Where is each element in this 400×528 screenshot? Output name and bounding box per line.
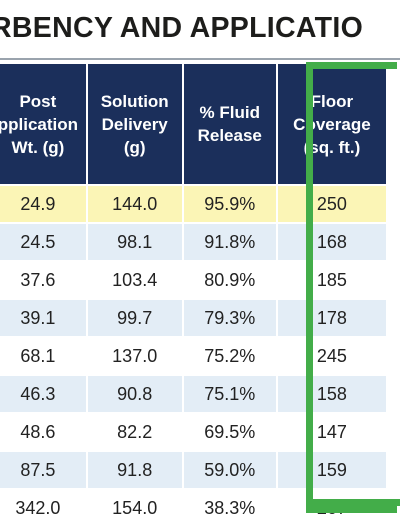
cell-post-application-wt: 48.6 xyxy=(0,414,86,450)
header-line: Post xyxy=(19,91,57,111)
header-fluid-release: % Fluid Release xyxy=(183,64,276,184)
cell-post-application-wt: 24.5 xyxy=(0,224,86,260)
cell-floor-coverage: 245 xyxy=(277,338,386,374)
cell-fluid-release: 91.8% xyxy=(183,224,276,260)
header-line: (g) xyxy=(123,137,146,157)
table-row: 46.3 90.8 75.1% 158 xyxy=(0,376,386,412)
cell-solution-delivery: 137.0 xyxy=(87,338,182,374)
cell-fluid-release: 79.3% xyxy=(183,300,276,336)
header-line: pplication xyxy=(0,114,79,134)
cell-solution-delivery: 154.0 xyxy=(87,490,182,526)
cell-post-application-wt: 342.0 xyxy=(0,490,86,526)
table-row: 24.9 144.0 95.9% 250 xyxy=(0,186,386,222)
cell-floor-coverage: 147 xyxy=(277,414,386,450)
header-line: Release xyxy=(197,126,262,145)
cell-post-application-wt: 87.5 xyxy=(0,452,86,488)
cell-floor-coverage: 185 xyxy=(277,262,386,298)
cell-fluid-release: 75.1% xyxy=(183,376,276,412)
header-line: (sq. ft.) xyxy=(303,137,361,157)
cell-floor-coverage: 178 xyxy=(277,300,386,336)
title-bar: RBENCY AND APPLICATIO xyxy=(0,0,400,60)
header-row: Post pplication Wt. (g) Solution Deliver… xyxy=(0,64,386,184)
cell-fluid-release: 38.3% xyxy=(183,490,276,526)
header-line: Floor xyxy=(310,91,354,111)
cell-solution-delivery: 98.1 xyxy=(87,224,182,260)
cell-floor-coverage: 168 xyxy=(277,224,386,260)
header-line: Coverage xyxy=(293,114,371,134)
table-row: 39.1 99.7 79.3% 178 xyxy=(0,300,386,336)
cell-fluid-release: 59.0% xyxy=(183,452,276,488)
table-row: 37.6 103.4 80.9% 185 xyxy=(0,262,386,298)
cell-floor-coverage: 250 xyxy=(277,186,386,222)
cell-floor-coverage: 159 xyxy=(277,452,386,488)
cell-solution-delivery: 91.8 xyxy=(87,452,182,488)
header-post-application-wt: Post pplication Wt. (g) xyxy=(0,64,86,184)
cell-fluid-release: 69.5% xyxy=(183,414,276,450)
cell-post-application-wt: 39.1 xyxy=(0,300,86,336)
header-line: Delivery xyxy=(101,114,168,134)
table-row: 48.6 82.2 69.5% 147 xyxy=(0,414,386,450)
cell-floor-coverage: 267 xyxy=(277,490,386,526)
cell-solution-delivery: 90.8 xyxy=(87,376,182,412)
cell-fluid-release: 95.9% xyxy=(183,186,276,222)
table-row: 87.5 91.8 59.0% 159 xyxy=(0,452,386,488)
cell-post-application-wt: 37.6 xyxy=(0,262,86,298)
cell-fluid-release: 80.9% xyxy=(183,262,276,298)
cell-solution-delivery: 144.0 xyxy=(87,186,182,222)
table-row: 342.0 154.0 38.3% 267 xyxy=(0,490,386,526)
header-line: Solution xyxy=(100,91,169,111)
cell-post-application-wt: 46.3 xyxy=(0,376,86,412)
header-solution-delivery: Solution Delivery (g) xyxy=(87,64,182,184)
cell-floor-coverage: 158 xyxy=(277,376,386,412)
cell-solution-delivery: 99.7 xyxy=(87,300,182,336)
cell-post-application-wt: 24.9 xyxy=(0,186,86,222)
table-row: 24.5 98.1 91.8% 168 xyxy=(0,224,386,260)
header-floor-coverage: Floor Coverage (sq. ft.) xyxy=(277,64,386,184)
header-line: % Fluid xyxy=(199,103,260,122)
data-table: Post pplication Wt. (g) Solution Deliver… xyxy=(0,62,388,528)
cell-post-application-wt: 68.1 xyxy=(0,338,86,374)
header-line: Wt. (g) xyxy=(11,137,65,157)
cell-solution-delivery: 103.4 xyxy=(87,262,182,298)
cell-solution-delivery: 82.2 xyxy=(87,414,182,450)
cell-fluid-release: 75.2% xyxy=(183,338,276,374)
table-title: RBENCY AND APPLICATIO xyxy=(0,12,364,44)
table-row: 68.1 137.0 75.2% 245 xyxy=(0,338,386,374)
